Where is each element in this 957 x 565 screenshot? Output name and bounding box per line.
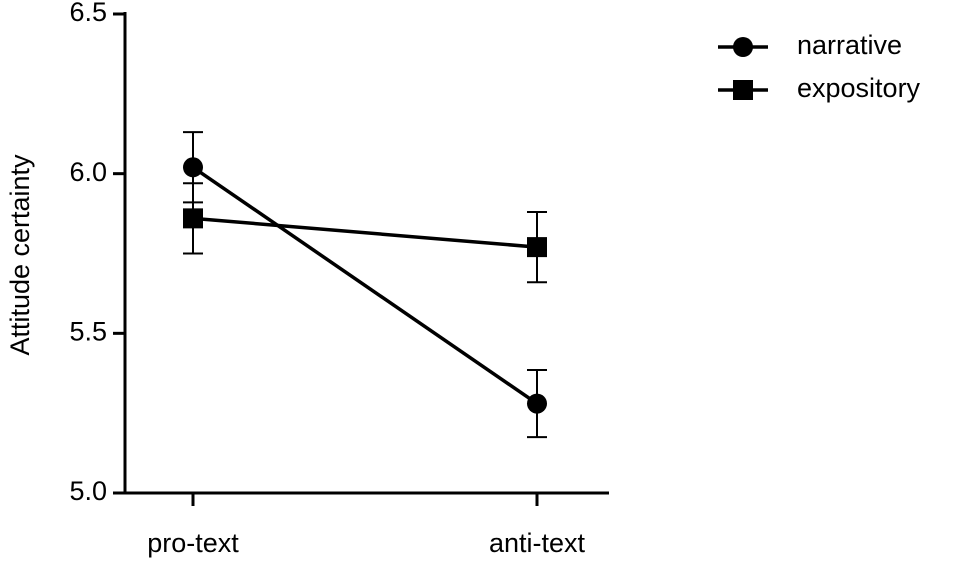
x-tick-label: pro-text [147,528,239,558]
marker [183,208,203,229]
line [192,165,538,406]
marker [183,157,203,178]
y-tick-label: 5.0 [69,476,107,506]
y-tick-label: 6.0 [69,157,107,187]
marker [527,393,547,414]
legend-label: narrative [797,30,902,60]
y-tick-label: 5.5 [69,316,107,346]
y-axis-label: Attitude certainty [5,154,35,356]
y-tick-label: 6.5 [69,0,107,27]
legend-marker [733,37,753,57]
marker [527,237,547,258]
legend-marker [733,80,753,100]
legend-label: expository [797,73,921,103]
line [192,216,538,249]
x-tick-label: anti-text [489,528,586,558]
